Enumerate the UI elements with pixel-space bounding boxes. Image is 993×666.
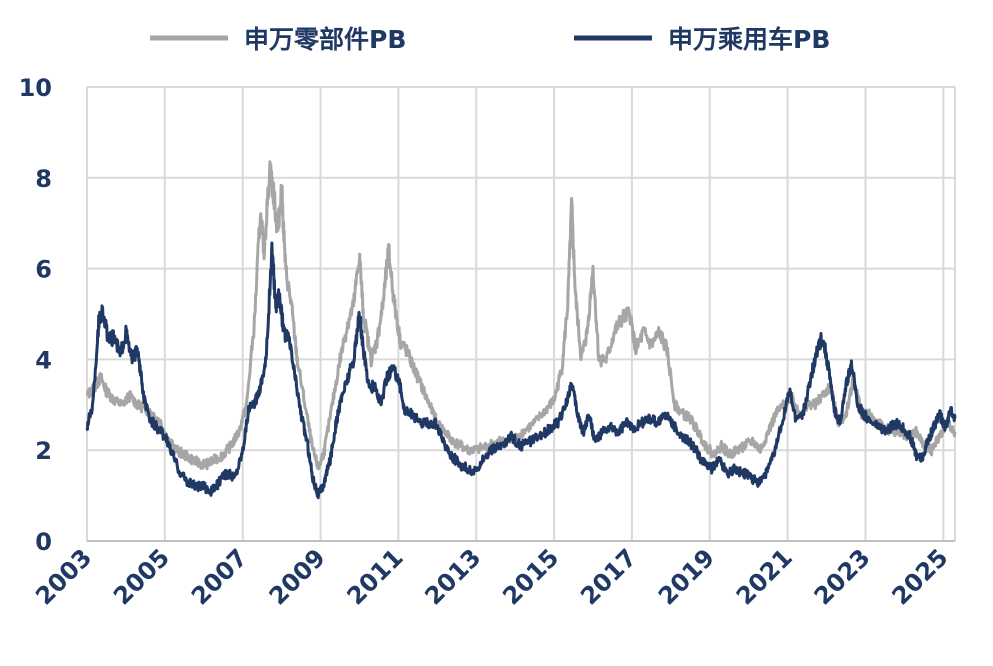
x-tick-label: 2007 bbox=[186, 543, 253, 610]
x-tick-label: 2009 bbox=[264, 543, 331, 610]
y-tick-label: 4 bbox=[35, 346, 52, 374]
x-tick-label: 2011 bbox=[342, 543, 409, 610]
x-tick-label: 2015 bbox=[497, 543, 564, 610]
x-tick-label: 2019 bbox=[653, 543, 720, 610]
y-tick-label: 2 bbox=[35, 437, 52, 465]
y-tick-label: 0 bbox=[35, 528, 52, 556]
series-line-parts-pb bbox=[85, 160, 957, 471]
x-tick-label: 2021 bbox=[731, 543, 798, 610]
legend: 申万零部件PB 申万乘用车PB bbox=[150, 25, 830, 54]
y-tick-label: 6 bbox=[35, 256, 52, 284]
y-tick-label: 10 bbox=[19, 74, 52, 102]
y-tick-label: 8 bbox=[35, 165, 52, 193]
x-tick-label: 2017 bbox=[575, 543, 642, 610]
y-axis-ticks: 0 2 4 6 8 10 bbox=[19, 74, 52, 556]
x-tick-label: 2023 bbox=[809, 543, 876, 610]
x-tick-label: 2013 bbox=[419, 543, 486, 610]
x-axis-ticks: 2003 2005 2007 2009 2011 2013 2015 2017 2019 2021… bbox=[30, 543, 953, 610]
x-tick-label: 2025 bbox=[887, 543, 954, 610]
grid bbox=[86, 86, 956, 542]
legend-label-auto: 申万乘用车PB bbox=[668, 25, 830, 54]
legend-label-parts: 申万零部件PB bbox=[244, 25, 406, 54]
x-tick-label: 2005 bbox=[108, 543, 175, 610]
series-lines bbox=[85, 160, 957, 500]
series-line-auto-pb bbox=[85, 241, 957, 500]
